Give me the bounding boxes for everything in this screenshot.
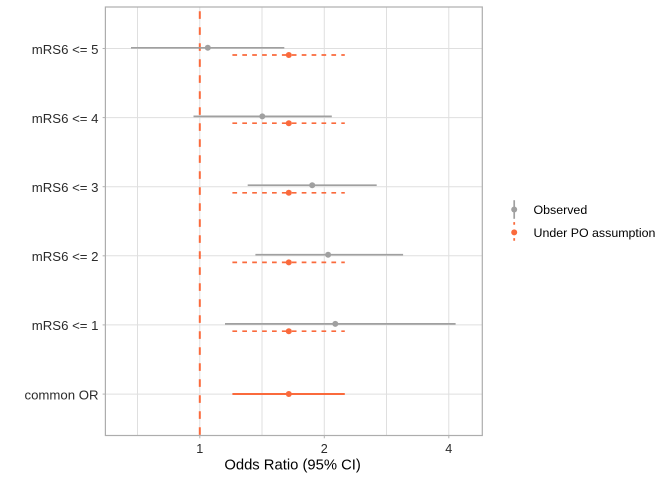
svg-text:common OR: common OR [24, 387, 98, 402]
svg-text:mRS6 <= 2: mRS6 <= 2 [32, 249, 99, 264]
svg-text:mRS6 <= 1: mRS6 <= 1 [32, 318, 99, 333]
svg-text:2: 2 [321, 442, 328, 456]
svg-text:1: 1 [196, 442, 203, 456]
svg-text:4: 4 [445, 442, 452, 456]
svg-text:Odds Ratio (95% CI): Odds Ratio (95% CI) [224, 457, 361, 473]
svg-text:Under PO assumption: Under PO assumption [534, 226, 656, 240]
svg-text:mRS6 <= 4: mRS6 <= 4 [32, 111, 99, 126]
svg-text:mRS6 <= 5: mRS6 <= 5 [32, 42, 99, 57]
svg-text:Observed: Observed [534, 203, 588, 217]
svg-text:mRS6 <= 3: mRS6 <= 3 [32, 180, 99, 195]
